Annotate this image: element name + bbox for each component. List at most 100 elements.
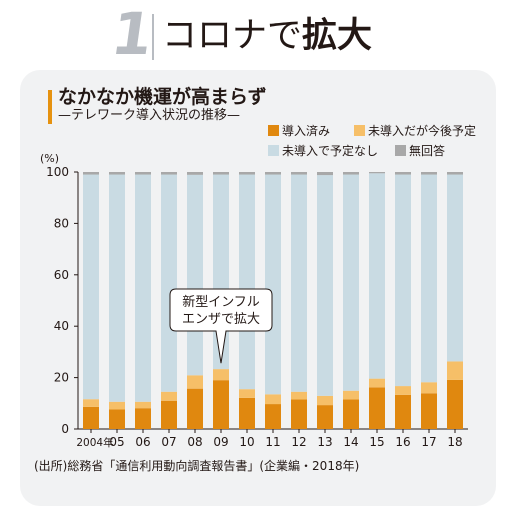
bar-segment-no_answer (291, 172, 307, 175)
bar-segment-planned (239, 389, 255, 398)
bar-segment-no_answer (447, 172, 463, 175)
x-tick-label: 16 (395, 435, 410, 449)
x-tick-label: 07 (161, 435, 176, 449)
y-tick-label: 0 (61, 422, 69, 436)
chart-subtitle: —テレワーク導入状況の推移— (58, 108, 241, 123)
x-tick-label: 18 (447, 435, 462, 449)
x-tick-label: 08 (187, 435, 202, 449)
bar-segment-none (317, 175, 333, 396)
y-tick-label: 20 (54, 371, 69, 385)
bar-segment-no_answer (343, 172, 359, 175)
page-title-plain: コロナで (162, 16, 303, 56)
chart-title: なかなか機運が高まらず (58, 86, 267, 108)
y-tick-label: 100 (46, 165, 69, 179)
bar-segment-introduced (291, 399, 307, 429)
bar-segment-introduced (447, 379, 463, 429)
bar-segment-introduced (395, 394, 411, 429)
annotation-text: エンザで拡大 (182, 312, 260, 327)
page-title: コロナで拡大 (162, 14, 372, 58)
bar-segment-none (265, 174, 281, 395)
bar-segment-none (395, 174, 411, 387)
bar-segment-planned (317, 395, 333, 406)
annotation-callout (169, 288, 273, 364)
bar-segment-no_answer (369, 172, 385, 174)
bar-segment-planned (161, 391, 177, 401)
bar-segment-no_answer (317, 172, 333, 176)
bar-segment-introduced (161, 400, 177, 429)
bar-segment-planned (135, 401, 151, 409)
bar-segment-none (369, 173, 385, 379)
x-tick-label: 2004年 (76, 436, 113, 449)
bar-segment-planned (187, 375, 203, 389)
x-tick-label: 09 (213, 435, 228, 449)
y-tick-label: 40 (54, 319, 69, 333)
x-tick-label: 06 (135, 435, 150, 449)
header-divider (152, 14, 154, 60)
bar-segment-introduced (187, 388, 203, 429)
legend-swatch-planned (354, 125, 365, 136)
bar-segment-none (291, 174, 307, 392)
bar-segment-none (135, 174, 151, 402)
header: 1 コロナで拡大 (0, 0, 520, 70)
x-tick-label: 13 (317, 435, 332, 449)
bar-segment-planned (447, 361, 463, 380)
y-tick-label: 60 (54, 268, 69, 282)
bar-segment-no_answer (421, 172, 437, 175)
bar-segment-none (447, 174, 463, 362)
y-tick-label: 80 (54, 216, 69, 230)
bar-segment-planned (369, 378, 385, 388)
bar-segment-no_answer (83, 172, 99, 175)
bar-segment-introduced (213, 380, 229, 429)
bar-segment-none (83, 174, 99, 400)
x-tick-label: 12 (291, 435, 306, 449)
bar-segment-introduced (83, 406, 99, 429)
bar-segment-planned (213, 369, 229, 381)
y-unit-label: (%) (40, 152, 59, 165)
bar-segment-planned (421, 382, 437, 394)
bar-segment-no_answer (161, 172, 177, 175)
bar-segment-planned (343, 390, 359, 400)
x-tick-label: 15 (369, 435, 384, 449)
bar-segment-introduced (421, 393, 437, 429)
x-tick-label: 14 (343, 435, 358, 449)
source-note: (出所)総務省「通信利用動向調査報告書」(企業編・2018年) (34, 459, 360, 473)
bar-segment-planned (395, 386, 411, 395)
x-tick-label: 11 (265, 435, 280, 449)
bar-segment-none (187, 174, 203, 376)
bar-segment-no_answer (213, 172, 229, 175)
annotation-text: 新型インフル (182, 294, 260, 310)
bar-segment-planned (109, 401, 125, 410)
bar-segment-none (343, 174, 359, 391)
legend-label-no_answer: 無回答 (409, 143, 445, 158)
legend-label-planned: 未導入だが今後予定 (368, 123, 476, 138)
bar-segment-introduced (109, 409, 125, 429)
x-tick-label: 17 (421, 435, 436, 449)
bar-segment-planned (265, 394, 281, 405)
bar-segment-no_answer (187, 172, 203, 175)
x-tick-label: 10 (239, 435, 254, 449)
bar-segment-no_answer (265, 172, 281, 175)
legend-swatch-introduced (268, 125, 279, 136)
page-title-bold: 拡大 (302, 16, 373, 56)
legend-label-introduced: 導入済み (282, 123, 330, 138)
bar-segment-planned (291, 391, 307, 400)
bar-segment-introduced (369, 387, 385, 429)
x-tick-label: 05 (109, 435, 124, 449)
legend-swatch-none (268, 145, 279, 156)
bar-segment-none (109, 174, 125, 402)
legend-label-none: 未導入で予定なし (282, 143, 378, 158)
bar-segment-introduced (265, 404, 281, 429)
bar-segment-none (161, 174, 177, 392)
legend-swatch-no_answer (395, 145, 406, 156)
bar-segment-planned (83, 399, 99, 407)
chart-card (20, 70, 496, 506)
bar-segment-introduced (135, 408, 151, 429)
bar-segment-introduced (343, 399, 359, 429)
bar-segment-none (421, 174, 437, 383)
bar-segment-introduced (239, 397, 255, 429)
bar-segment-introduced (317, 405, 333, 429)
bar-segment-no_answer (109, 172, 125, 175)
title-accent-bar (48, 90, 52, 124)
bar-segment-no_answer (395, 172, 411, 175)
